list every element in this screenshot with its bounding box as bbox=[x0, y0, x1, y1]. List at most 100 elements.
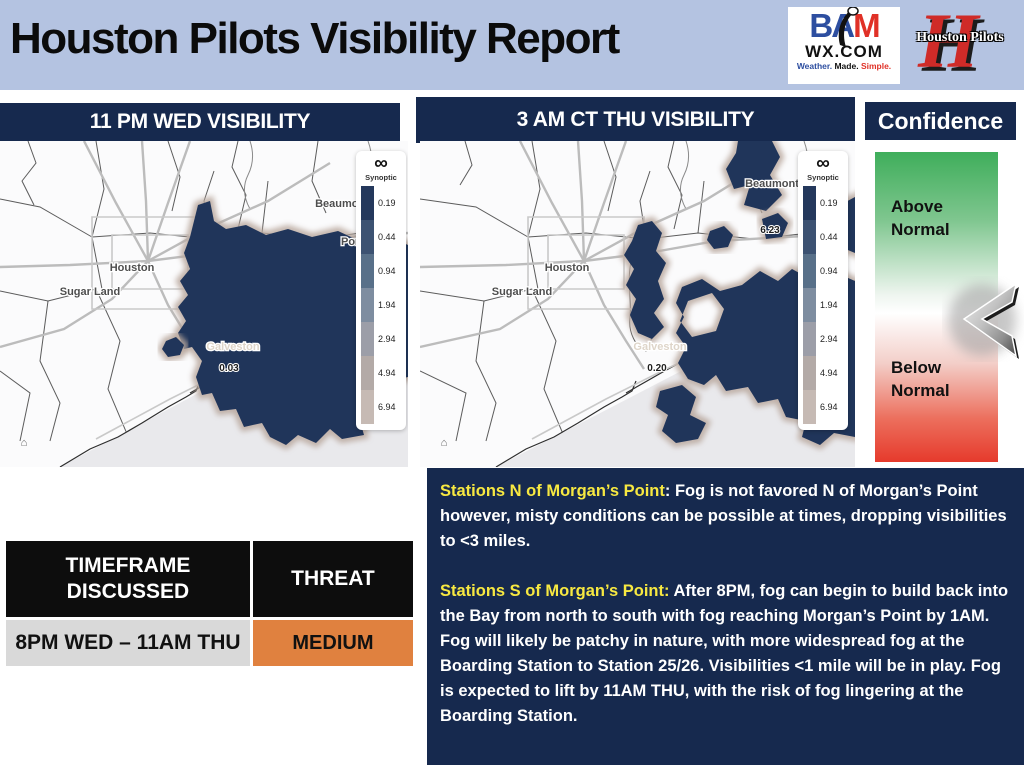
houston-pilots-logo: H Houston Pilots bbox=[900, 0, 1020, 86]
map-right-svg: Beaumont 6.23 Houston Sugar Land Galvest… bbox=[420, 141, 855, 467]
obs-value-galveston: 0.03 bbox=[219, 363, 239, 374]
confidence-above-label: Above Normal bbox=[891, 197, 950, 239]
legend-row: 6.94 bbox=[356, 390, 406, 424]
legend-row: 0.44 bbox=[798, 220, 848, 254]
bam-letter-b: B bbox=[809, 7, 833, 44]
legend-value: 0.44 bbox=[820, 232, 838, 242]
legend-row: 2.94 bbox=[356, 322, 406, 356]
panel-title-left-text: 11 PM WED VISIBILITY bbox=[89, 110, 311, 133]
synoptic-infinity-icon: ∞ bbox=[374, 153, 388, 174]
confidence-pointer-chevron-icon bbox=[948, 282, 1019, 359]
bam-swoosh-icon bbox=[838, 7, 859, 47]
table-header-timeframe: TIMEFRAME DISCUSSED bbox=[3, 538, 253, 620]
coastline bbox=[59, 380, 201, 467]
synoptic-legend: ∞ Synoptic 0.19 0.44 0.94 1.94 2.94 4.94… bbox=[798, 151, 848, 430]
tagline-weather: Weather. bbox=[796, 61, 833, 71]
label-sugar-land: Sugar Land bbox=[492, 286, 553, 298]
legend-row: 2.94 bbox=[798, 322, 848, 356]
legend-value: 6.94 bbox=[378, 402, 396, 412]
visibility-map-3am: Beaumont 6.23 Houston Sugar Land Galvest… bbox=[420, 141, 855, 467]
label-galveston: Galveston bbox=[633, 341, 686, 353]
discussion-body-north: : Fog is not favored N of Morgan’s Point… bbox=[440, 482, 1007, 550]
panel-title-confidence: Confidence bbox=[865, 102, 1016, 140]
legend-swatch bbox=[803, 254, 816, 288]
legend-row: 0.19 bbox=[798, 186, 848, 220]
page-title: Houston Pilots Visibility Report bbox=[10, 14, 620, 63]
label-galveston: Galveston bbox=[206, 341, 259, 353]
legend-swatch bbox=[361, 322, 374, 356]
panel-title-left-map: 11 PM WED VISIBILITY bbox=[0, 103, 400, 141]
legend-swatch bbox=[361, 186, 374, 220]
legend-swatch bbox=[803, 288, 816, 322]
panel-title-right-map: 3 AM CT THU VISIBILITY bbox=[416, 97, 855, 143]
legend-swatch bbox=[361, 220, 374, 254]
panel-title-confidence-text: Confidence bbox=[877, 107, 1004, 134]
fog-layer bbox=[157, 195, 408, 450]
coastline bbox=[495, 380, 637, 467]
legend-row: 0.19 bbox=[356, 186, 406, 220]
threat-cell: MEDIUM bbox=[249, 617, 417, 669]
synoptic-brand: Synoptic bbox=[807, 173, 839, 182]
bamwx-tagline: Weather. Made. Simple. bbox=[788, 61, 900, 71]
table-row: 8PM WED – 11AM THU MEDIUM bbox=[3, 617, 417, 669]
legend-swatch bbox=[803, 356, 816, 390]
discussion-paragraph-south: Stations S of Morgan’s Point: After 8PM,… bbox=[440, 579, 1011, 729]
legend-swatch bbox=[361, 288, 374, 322]
legend-value: 2.94 bbox=[820, 334, 838, 344]
obs-value-galveston: 0.20 bbox=[647, 363, 667, 374]
header-band: Houston Pilots Visibility Report BAM WX.… bbox=[0, 0, 1024, 90]
synoptic-infinity-icon: ∞ bbox=[816, 153, 830, 174]
timeframe-threat-table: TIMEFRAME DISCUSSED THREAT 8PM WED – 11A… bbox=[3, 538, 417, 669]
legend-row: 0.94 bbox=[356, 254, 406, 288]
bamwx-domain: WX.COM bbox=[805, 42, 883, 61]
discussion-paragraph-north: Stations N of Morgan’s Point: Fog is not… bbox=[440, 479, 1011, 554]
legend-value: 0.94 bbox=[378, 266, 396, 276]
legend-value: 6.94 bbox=[820, 402, 838, 412]
legend-row: 0.44 bbox=[356, 220, 406, 254]
legend-row: 4.94 bbox=[798, 356, 848, 390]
legend-swatch bbox=[803, 390, 816, 424]
label-houston: Houston bbox=[545, 262, 590, 274]
legend-value: 1.94 bbox=[378, 300, 396, 310]
forecast-discussion-box: Stations N of Morgan’s Point: Fog is not… bbox=[427, 468, 1024, 765]
label-sugar-land: Sugar Land bbox=[60, 286, 121, 298]
bam-letter-m: M bbox=[853, 7, 880, 44]
legend-swatch bbox=[803, 186, 816, 220]
city-labels: Beaumont 6.23 Houston Sugar Land Galvest… bbox=[441, 177, 801, 449]
synoptic-legend: ∞ Synoptic 0.19 0.44 0.94 1.94 2.94 4.94… bbox=[356, 151, 406, 430]
legend-value: 0.94 bbox=[820, 266, 838, 276]
legend-swatch bbox=[803, 322, 816, 356]
legend-row: 1.94 bbox=[798, 288, 848, 322]
legend-swatch bbox=[361, 254, 374, 288]
bamwx-logo: BAM WX.COM Weather. Made. Simple. bbox=[788, 7, 900, 84]
table-header-threat: THREAT bbox=[249, 538, 417, 620]
label-beaumont: Beaumont bbox=[745, 178, 799, 190]
tagline-simple: Simple. bbox=[860, 61, 892, 71]
legend-value: 0.44 bbox=[378, 232, 396, 242]
confidence-below-label: Below Normal bbox=[891, 358, 950, 400]
discussion-label-north: Stations N of Morgan’s Point bbox=[440, 482, 665, 500]
visibility-map-11pm: Beaumont Port Houston Sugar Land Galvest… bbox=[0, 141, 408, 467]
home-icon: ⌂ bbox=[441, 437, 448, 449]
timeframe-cell: 8PM WED – 11AM THU bbox=[3, 617, 253, 669]
legend-value: 0.19 bbox=[820, 198, 838, 208]
houston-pilots-monogram: H bbox=[918, 0, 979, 84]
bamwx-wordmark: BAM bbox=[788, 7, 900, 47]
panel-title-middle-text: 3 AM CT THU VISIBILITY bbox=[516, 108, 755, 131]
legend-swatch bbox=[803, 220, 816, 254]
map-left-svg: Beaumont Port Houston Sugar Land Galvest… bbox=[0, 141, 408, 467]
home-icon: ⌂ bbox=[21, 437, 28, 449]
legend-row: 0.94 bbox=[798, 254, 848, 288]
legend-swatch bbox=[361, 356, 374, 390]
legend-row: 4.94 bbox=[356, 356, 406, 390]
houston-pilots-label: Houston Pilots bbox=[916, 30, 1004, 45]
legend-swatch bbox=[361, 390, 374, 424]
discussion-body-south: After 8PM, fog can begin to build back i… bbox=[440, 582, 1009, 725]
obs-value-beaumont: 6.23 bbox=[760, 225, 780, 236]
legend-row: 6.94 bbox=[798, 390, 848, 424]
legend-value: 4.94 bbox=[820, 368, 838, 378]
synoptic-brand: Synoptic bbox=[365, 173, 397, 182]
discussion-label-south: Stations S of Morgan’s Point: bbox=[440, 582, 670, 600]
legend-value: 1.94 bbox=[820, 300, 838, 310]
label-houston: Houston bbox=[110, 262, 155, 274]
